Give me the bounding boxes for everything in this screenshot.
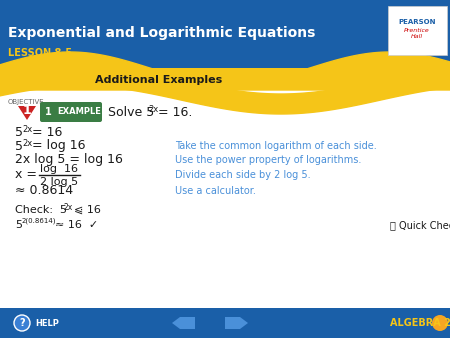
Circle shape [14,315,30,331]
Text: Take the common logarithm of each side.: Take the common logarithm of each side. [175,141,377,151]
Text: 2x: 2x [22,139,32,147]
Text: Use a calculator.: Use a calculator. [175,186,256,196]
Text: 2 log 5: 2 log 5 [40,177,78,187]
Text: ≈ 16  ✓: ≈ 16 ✓ [55,220,98,230]
Text: x =: x = [15,169,41,182]
Text: ⓙ Quick Check: ⓙ Quick Check [390,220,450,230]
Text: 2x: 2x [63,202,72,212]
Text: Additional Examples: Additional Examples [95,75,222,85]
FancyBboxPatch shape [0,86,450,308]
Text: PEARSON: PEARSON [398,19,436,25]
Text: Exponential and Logarithmic Equations: Exponential and Logarithmic Equations [8,26,315,40]
Text: Prentice: Prentice [404,27,430,32]
Text: 5: 5 [15,125,23,139]
Text: Hall: Hall [411,34,423,40]
FancyBboxPatch shape [0,308,450,338]
FancyBboxPatch shape [0,88,450,308]
Text: log  16: log 16 [40,164,78,174]
Text: = 16.: = 16. [158,105,193,119]
Text: HELP: HELP [35,318,59,328]
Polygon shape [18,106,36,120]
FancyBboxPatch shape [0,0,450,78]
FancyBboxPatch shape [388,6,447,55]
FancyBboxPatch shape [40,102,102,122]
Text: ALGEBRA 2: ALGEBRA 2 [390,318,450,328]
Circle shape [432,315,448,331]
Text: ⩿ 16: ⩿ 16 [74,205,101,215]
Text: 2x log 5 = log 16: 2x log 5 = log 16 [15,153,123,167]
Text: ?: ? [19,318,25,328]
Text: 1: 1 [45,107,52,117]
Text: 2x: 2x [148,104,158,114]
Text: 5: 5 [15,220,22,230]
Text: Divide each side by 2 log 5.: Divide each side by 2 log 5. [175,170,310,180]
Text: = 16: = 16 [32,125,63,139]
Text: OBJECTIVE: OBJECTIVE [8,99,45,105]
FancyArrow shape [225,317,248,329]
Text: Use the power property of logarithms.: Use the power property of logarithms. [175,155,361,165]
Text: ≈ 0.8614: ≈ 0.8614 [15,185,73,197]
Text: EXAMPLE: EXAMPLE [57,107,101,117]
Text: 1: 1 [22,104,32,118]
Text: Check:  5: Check: 5 [15,205,67,215]
FancyBboxPatch shape [0,68,450,90]
Text: = log 16: = log 16 [32,140,86,152]
Text: 2x: 2x [22,124,32,134]
Text: LESSON 8-5: LESSON 8-5 [8,48,72,58]
Text: Solve 5: Solve 5 [108,105,154,119]
FancyArrow shape [172,317,195,329]
Text: 2(0.8614): 2(0.8614) [22,218,57,224]
Text: 5: 5 [15,140,23,152]
